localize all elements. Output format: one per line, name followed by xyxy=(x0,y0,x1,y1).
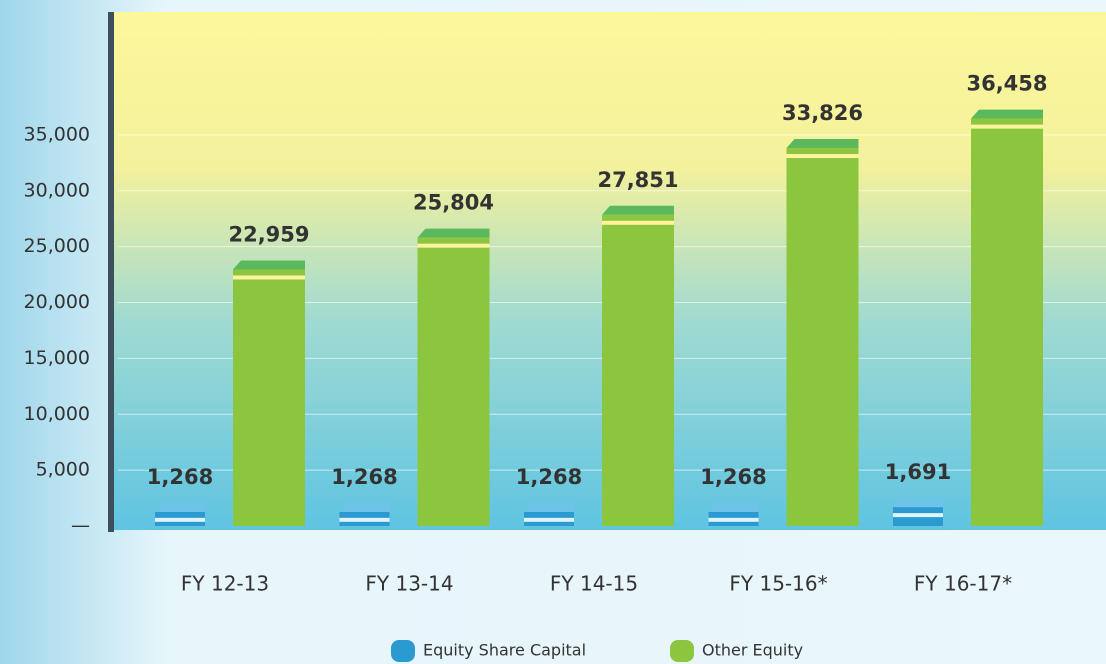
bar-stripe xyxy=(524,517,574,522)
bar-top xyxy=(339,502,390,512)
y-tick-label: 35,000 xyxy=(24,123,90,145)
y-tick-label: 5,000 xyxy=(36,459,90,481)
bar-top xyxy=(233,260,305,270)
data-label: 1,691 xyxy=(885,460,951,484)
x-tick-label: FY 16-17* xyxy=(914,572,1012,596)
bar xyxy=(233,269,305,526)
bar-stripe xyxy=(893,513,943,518)
bar-top xyxy=(893,498,943,508)
data-label: 1,268 xyxy=(331,465,397,489)
data-label: 33,826 xyxy=(782,101,863,125)
x-tick-label: FY 13-14 xyxy=(365,572,453,596)
legend-swatch xyxy=(670,640,694,662)
bar-stripe xyxy=(786,154,859,159)
y-tick-label: 30,000 xyxy=(24,179,90,201)
legend-swatch xyxy=(391,640,415,662)
data-label: 1,268 xyxy=(516,465,582,489)
x-tick-label: FY 15-16* xyxy=(729,572,827,596)
data-label: 1,268 xyxy=(700,465,766,489)
y-tick-label: 10,000 xyxy=(24,403,90,425)
bar-top xyxy=(602,205,674,215)
bar-stripe xyxy=(339,517,390,522)
data-label: 22,959 xyxy=(228,222,309,246)
bar-top xyxy=(155,502,205,512)
legend-label: Equity Share Capital xyxy=(423,641,586,660)
legend-label: Other Equity xyxy=(702,641,803,660)
bar xyxy=(417,237,490,527)
x-tick-label: FY 12-13 xyxy=(181,572,269,596)
bar-stripe xyxy=(708,517,759,522)
bar-stripe xyxy=(233,275,305,280)
y-axis xyxy=(108,12,114,532)
data-label: 27,851 xyxy=(597,168,678,192)
bar xyxy=(786,148,859,526)
y-tick-label: 15,000 xyxy=(24,347,90,369)
x-tick-label: FY 14-15 xyxy=(550,572,638,596)
bar-stripe xyxy=(417,243,490,248)
bar-top xyxy=(417,228,490,238)
bar-top xyxy=(524,502,574,512)
bar-stripe xyxy=(971,124,1043,129)
bar xyxy=(602,214,674,526)
data-label: 25,804 xyxy=(413,191,494,215)
bar-top xyxy=(786,139,859,149)
y-tick-label: 25,000 xyxy=(24,235,90,257)
data-label: 36,458 xyxy=(966,72,1047,96)
bar xyxy=(971,118,1043,527)
y-tick-label: — xyxy=(71,515,90,537)
bar-stripe xyxy=(602,220,674,225)
bar-top xyxy=(971,109,1043,119)
bar-top xyxy=(708,502,759,512)
data-label: 1,268 xyxy=(147,465,213,489)
bar-stripe xyxy=(155,517,205,522)
y-tick-label: 20,000 xyxy=(24,291,90,313)
